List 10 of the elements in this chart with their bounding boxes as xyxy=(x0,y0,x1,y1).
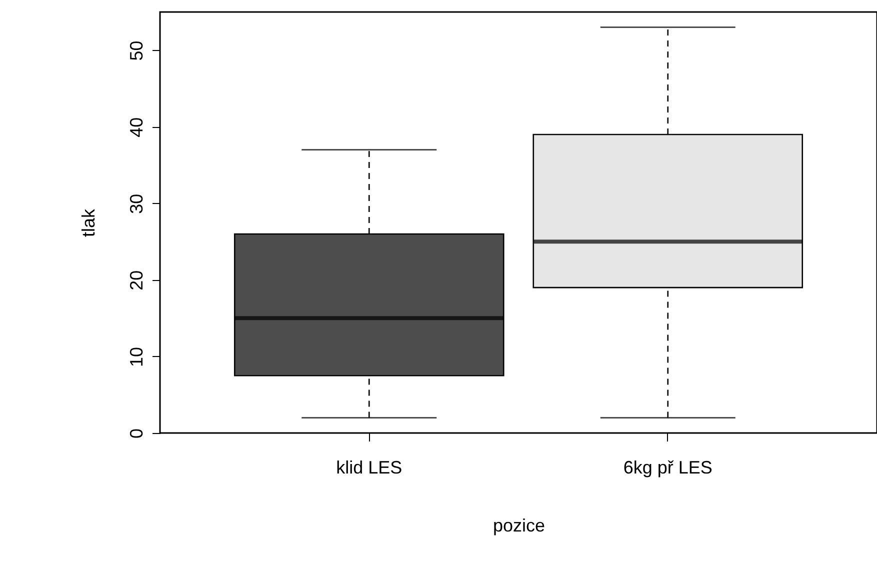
y-tick-label: 50 xyxy=(126,40,146,61)
x-tick-label: 6kg př LES xyxy=(623,458,712,478)
y-axis-title: tlak xyxy=(78,208,98,238)
x-tick-label: klid LES xyxy=(336,458,402,478)
y-tick-label: 30 xyxy=(126,194,146,214)
y-tick-label: 0 xyxy=(126,428,146,439)
y-tick-label: 20 xyxy=(126,270,146,290)
x-axis-title: pozice xyxy=(492,516,546,536)
y-tick-label: 10 xyxy=(126,346,146,367)
y-tick-label: 40 xyxy=(126,117,146,138)
